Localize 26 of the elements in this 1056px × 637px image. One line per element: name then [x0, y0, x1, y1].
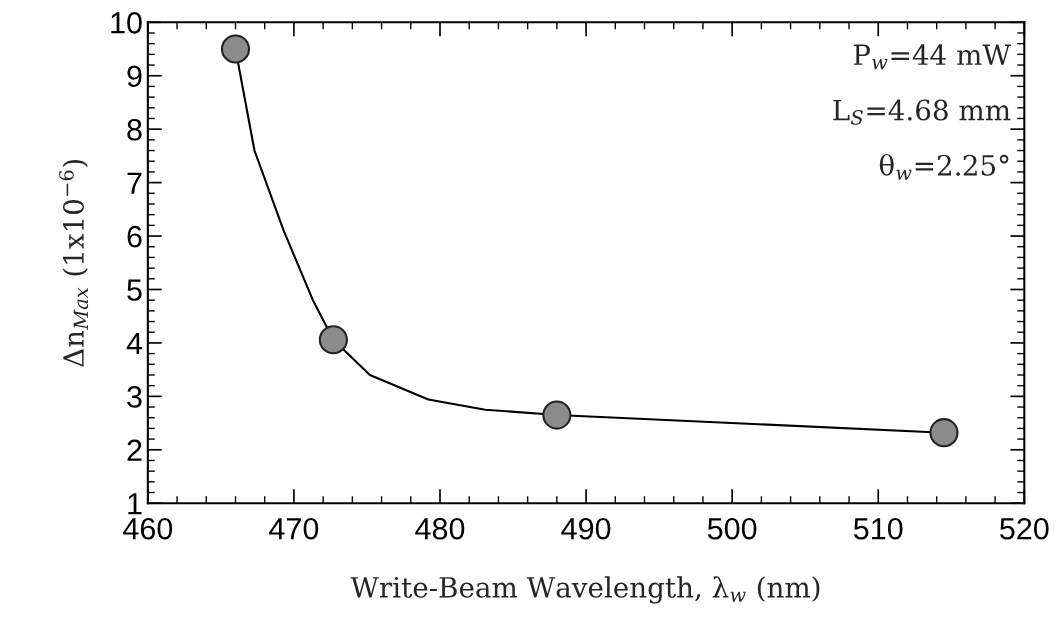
y-tick-label: 4	[126, 332, 143, 354]
y-tick-label: 8	[127, 118, 142, 141]
y-tick-label: 10	[111, 12, 142, 34]
x-tick-label: 520	[1000, 517, 1049, 540]
x-tick-label: 470	[269, 517, 319, 540]
x-tick-label: 480	[415, 517, 465, 540]
x-tick-label: 460	[123, 517, 173, 540]
annotation: θ$_{w}$=2.25°	[879, 153, 1009, 180]
y-tick-label: 3	[127, 386, 142, 408]
y-tick-label: 6	[127, 225, 142, 248]
y-tick-label: 5	[127, 279, 142, 301]
point	[542, 400, 572, 430]
point	[220, 34, 251, 64]
y-tick-label: 2	[127, 439, 142, 461]
y-tick-label: 7	[127, 172, 142, 194]
y-tick-label: 9	[127, 65, 142, 88]
annotation: P$_{w}$=44 mW	[853, 44, 1011, 70]
x-tick-label: 500	[707, 517, 757, 540]
x-tick-label: 490	[561, 517, 611, 540]
y-axis-title: Δn$_{Max}$ (1x10$^{−6}$)	[59, 159, 89, 367]
x-axis-title: Write-Beam Wavelength, λ$_{w}$ (nm)	[350, 576, 820, 604]
annotation: L$_{S}$=4.68 mm	[833, 99, 1011, 125]
y-tick-label: 1	[128, 493, 142, 515]
point	[318, 325, 348, 355]
point	[929, 418, 959, 448]
x-tick-label: 510	[853, 517, 903, 540]
